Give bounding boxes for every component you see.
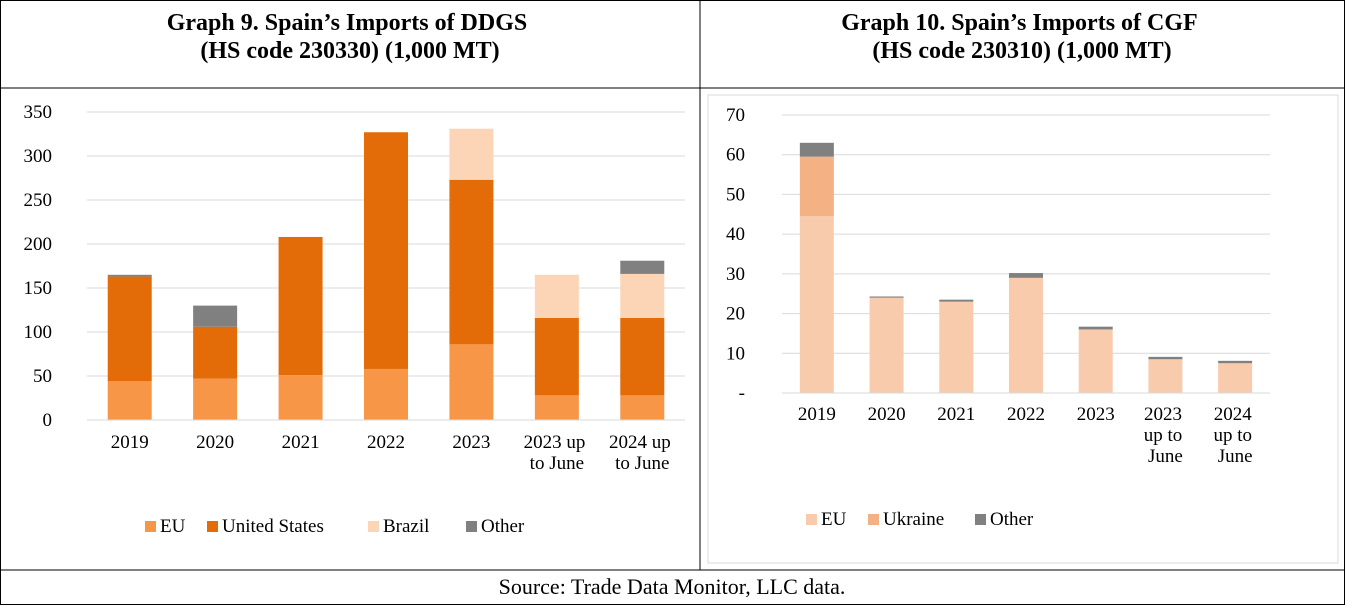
bar-segment xyxy=(799,156,834,217)
bar-segment xyxy=(799,142,834,157)
x-tick-label: 2022 xyxy=(1007,404,1045,425)
legend-swatch xyxy=(466,521,477,532)
chart-title: Graph 9. Spain’s Imports of DDGS (HS cod… xyxy=(167,10,534,64)
x-tick-label: 2023 xyxy=(452,432,490,453)
bar-segment xyxy=(939,301,974,393)
bar-segment xyxy=(107,274,152,277)
y-tick-label: 200 xyxy=(24,234,53,255)
y-tick-label: 100 xyxy=(24,322,53,343)
x-tick-label: 2022 xyxy=(367,432,405,453)
bar-segment xyxy=(278,375,323,420)
legend-swatch xyxy=(868,514,879,525)
bar-segment xyxy=(1218,363,1253,393)
bar-segment xyxy=(364,368,408,420)
y-tick-label: 20 xyxy=(726,304,745,325)
bar-segment xyxy=(1148,359,1183,393)
chart-frame xyxy=(707,94,1339,564)
y-tick-label: 300 xyxy=(24,146,53,167)
legend-swatch xyxy=(207,521,218,532)
bar-segment xyxy=(799,216,834,393)
bar-segment xyxy=(620,273,665,318)
bar-segment xyxy=(1218,360,1253,364)
bar-segment xyxy=(1078,326,1113,330)
x-tick-label: 2024 up to June xyxy=(609,432,676,474)
x-tick-label: 2021 xyxy=(282,432,320,453)
legend-swatch xyxy=(145,521,156,532)
legend-swatch xyxy=(975,514,986,525)
bar-segment xyxy=(278,236,323,376)
y-tick-label: 40 xyxy=(726,224,745,245)
bar-segment xyxy=(364,132,408,369)
bar-segment xyxy=(869,297,904,393)
bar-segment xyxy=(449,179,494,345)
x-tick-label: 2019 xyxy=(111,432,149,453)
y-tick-label: 10 xyxy=(726,343,745,364)
y-tick-label: 60 xyxy=(726,145,745,166)
y-tick-label: 50 xyxy=(726,184,745,205)
legend-label: Brazil xyxy=(383,516,429,537)
bar-segment xyxy=(107,276,152,382)
source: Source: Trade Data Monitor, LLC data. xyxy=(499,574,846,599)
bar-segment xyxy=(534,317,579,396)
x-tick-label: 2020 xyxy=(868,404,906,425)
x-tick-label: 2023 xyxy=(1077,404,1115,425)
bar-segment xyxy=(1078,329,1113,393)
x-tick-label: 2024 up to June xyxy=(1214,404,1257,467)
bar-segment xyxy=(107,381,152,420)
x-tick-label: 2019 xyxy=(798,404,836,425)
x-tick-label: 2020 xyxy=(196,432,234,453)
legend-label: Other xyxy=(990,509,1034,530)
legend-label: Ukraine xyxy=(883,509,944,530)
legend-label: Other xyxy=(481,516,525,537)
bar-segment xyxy=(193,378,238,420)
bar-segment xyxy=(1148,356,1183,360)
x-tick-label: 2021 xyxy=(937,404,975,425)
legend-label: United States xyxy=(222,516,324,537)
bar-segment xyxy=(939,299,974,302)
y-tick-label: 0 xyxy=(43,410,53,431)
bar-segment xyxy=(193,326,238,379)
bar-segment xyxy=(869,296,904,298)
bar-segment xyxy=(1009,277,1043,393)
legend-label: EU xyxy=(821,509,847,530)
y-tick-label: 30 xyxy=(726,264,745,285)
y-tick-label: 70 xyxy=(726,105,745,126)
x-tick-label: 2023 up to June xyxy=(1144,404,1187,467)
chart-title: Graph 10. Spain’s Imports of CGF (HS cod… xyxy=(841,10,1203,64)
bar-segment xyxy=(534,395,579,420)
bar-segment xyxy=(534,274,579,318)
bar-segment xyxy=(1009,273,1043,278)
y-tick-label: 50 xyxy=(33,366,52,387)
bar-segment xyxy=(620,260,665,274)
bar-segment xyxy=(449,344,494,420)
y-tick-label: 150 xyxy=(24,278,53,299)
bar-segment xyxy=(193,305,238,327)
bar-segment xyxy=(620,317,665,396)
y-tick-label: 250 xyxy=(24,190,53,211)
x-tick-label: 2023 up to June xyxy=(524,432,591,474)
legend-label: EU xyxy=(160,516,186,537)
y-tick-label: 350 xyxy=(24,102,53,123)
legend-swatch xyxy=(806,514,817,525)
y-tick-label: - xyxy=(739,383,745,404)
bar-segment xyxy=(620,395,665,420)
legend-swatch xyxy=(368,521,379,532)
bar-segment xyxy=(449,128,494,180)
